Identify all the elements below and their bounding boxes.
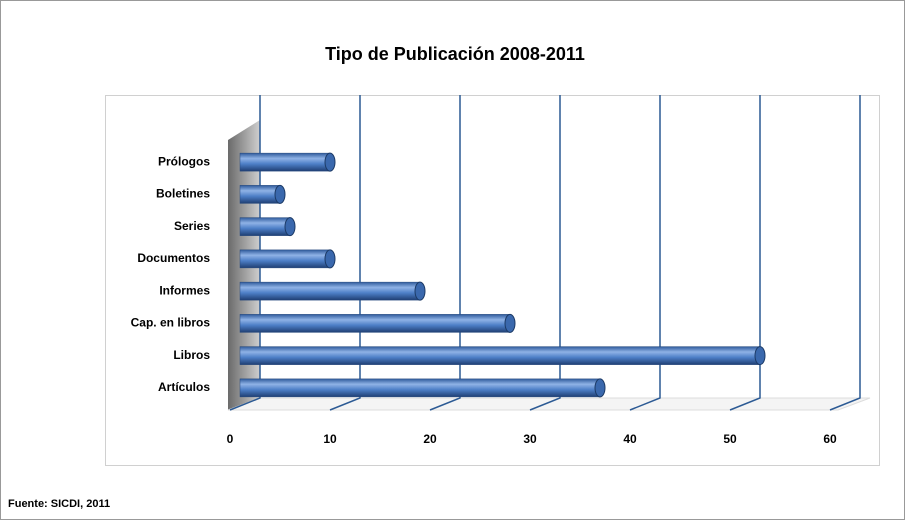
bar xyxy=(239,378,601,398)
bar-cap xyxy=(284,217,296,237)
bar xyxy=(239,217,291,236)
bar-cap xyxy=(324,249,336,269)
chart-title: Tipo de Publicación 2008-2011 xyxy=(325,44,585,64)
y-tick-label: Documentos xyxy=(137,251,210,265)
x-tick-label: 20 xyxy=(423,432,437,446)
bar xyxy=(239,281,421,301)
y-tick-label: Prólogos xyxy=(158,154,210,168)
bar-cap xyxy=(274,184,286,204)
bar xyxy=(239,152,331,172)
y-tick-label: Libros xyxy=(173,348,210,362)
x-tick-label: 60 xyxy=(823,432,837,446)
x-tick-label: 40 xyxy=(623,432,637,446)
grid-line xyxy=(429,95,461,411)
x-tick-label: 10 xyxy=(323,432,337,446)
bar-cap xyxy=(324,152,336,172)
grid-line xyxy=(729,95,761,411)
grid-line xyxy=(629,95,661,411)
grid-line xyxy=(829,95,861,411)
y-tick-label: Boletines xyxy=(156,187,210,201)
floor xyxy=(227,397,871,411)
x-tick-label: 50 xyxy=(723,432,737,446)
grid-line xyxy=(329,95,361,411)
bar-cap xyxy=(754,346,766,366)
bar-cap xyxy=(594,378,606,398)
bar xyxy=(239,249,331,269)
bar-cap xyxy=(504,313,516,333)
bar xyxy=(239,185,281,204)
y-tick-label: Series xyxy=(174,219,210,233)
source: Fuente: SICDI, 2011 xyxy=(8,498,110,510)
bar xyxy=(239,314,511,333)
bar-cap xyxy=(414,281,426,301)
y-tick-label: Artículos xyxy=(158,380,210,394)
y-tick-label: Cap. en libros xyxy=(131,316,211,330)
grid-line xyxy=(529,95,561,411)
x-tick-label: 30 xyxy=(523,432,537,446)
bar xyxy=(239,346,761,365)
x-tick-label: 0 xyxy=(227,432,234,446)
y-tick-label: Informes xyxy=(159,283,210,297)
